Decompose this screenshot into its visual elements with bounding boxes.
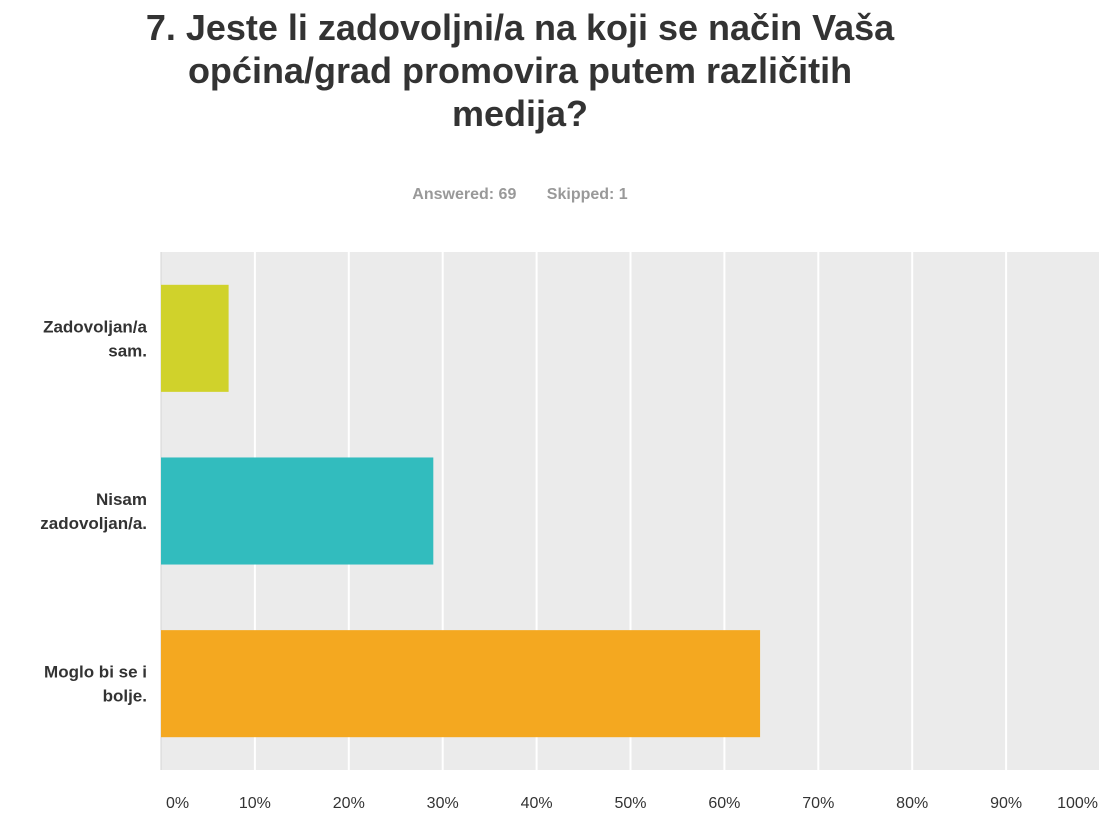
x-tick-label: 20% xyxy=(333,795,365,812)
category-label: Nisam xyxy=(96,490,147,509)
answered-count: Answered: 69 xyxy=(412,186,517,203)
x-tick-label: 100% xyxy=(1057,795,1098,812)
x-tick-label: 80% xyxy=(896,795,928,812)
x-tick-label: 30% xyxy=(427,795,459,812)
chart-title: 7. Jeste li zadovoljni/a na koji se nači… xyxy=(0,6,1040,135)
x-tick-label: 50% xyxy=(614,795,646,812)
category-label: Zadovoljan/a xyxy=(43,317,147,336)
x-tick-label: 40% xyxy=(521,795,553,812)
category-label: zadovoljan/a. xyxy=(40,514,147,533)
bar xyxy=(161,284,229,392)
chart-title-line-1: 7. Jeste li zadovoljni/a na koji se nači… xyxy=(145,7,895,48)
bar xyxy=(161,630,761,738)
x-tick-label: 90% xyxy=(990,795,1022,812)
x-tick-label: 60% xyxy=(708,795,740,812)
chart-title-line-2: općina/grad promovira putem različitih xyxy=(187,50,853,91)
category-label: Moglo bi se i xyxy=(44,663,147,682)
bar xyxy=(161,457,434,565)
chart-title-line-3: medija? xyxy=(451,93,589,134)
x-tick-label: 0% xyxy=(166,795,189,812)
category-label: sam. xyxy=(108,341,147,360)
category-label: bolje. xyxy=(103,687,147,706)
x-tick-label: 10% xyxy=(239,795,271,812)
response-stats: Answered: 69 Skipped: 1 xyxy=(0,186,1040,204)
skipped-count: Skipped: 1 xyxy=(546,186,628,203)
x-tick-label: 70% xyxy=(802,795,834,812)
